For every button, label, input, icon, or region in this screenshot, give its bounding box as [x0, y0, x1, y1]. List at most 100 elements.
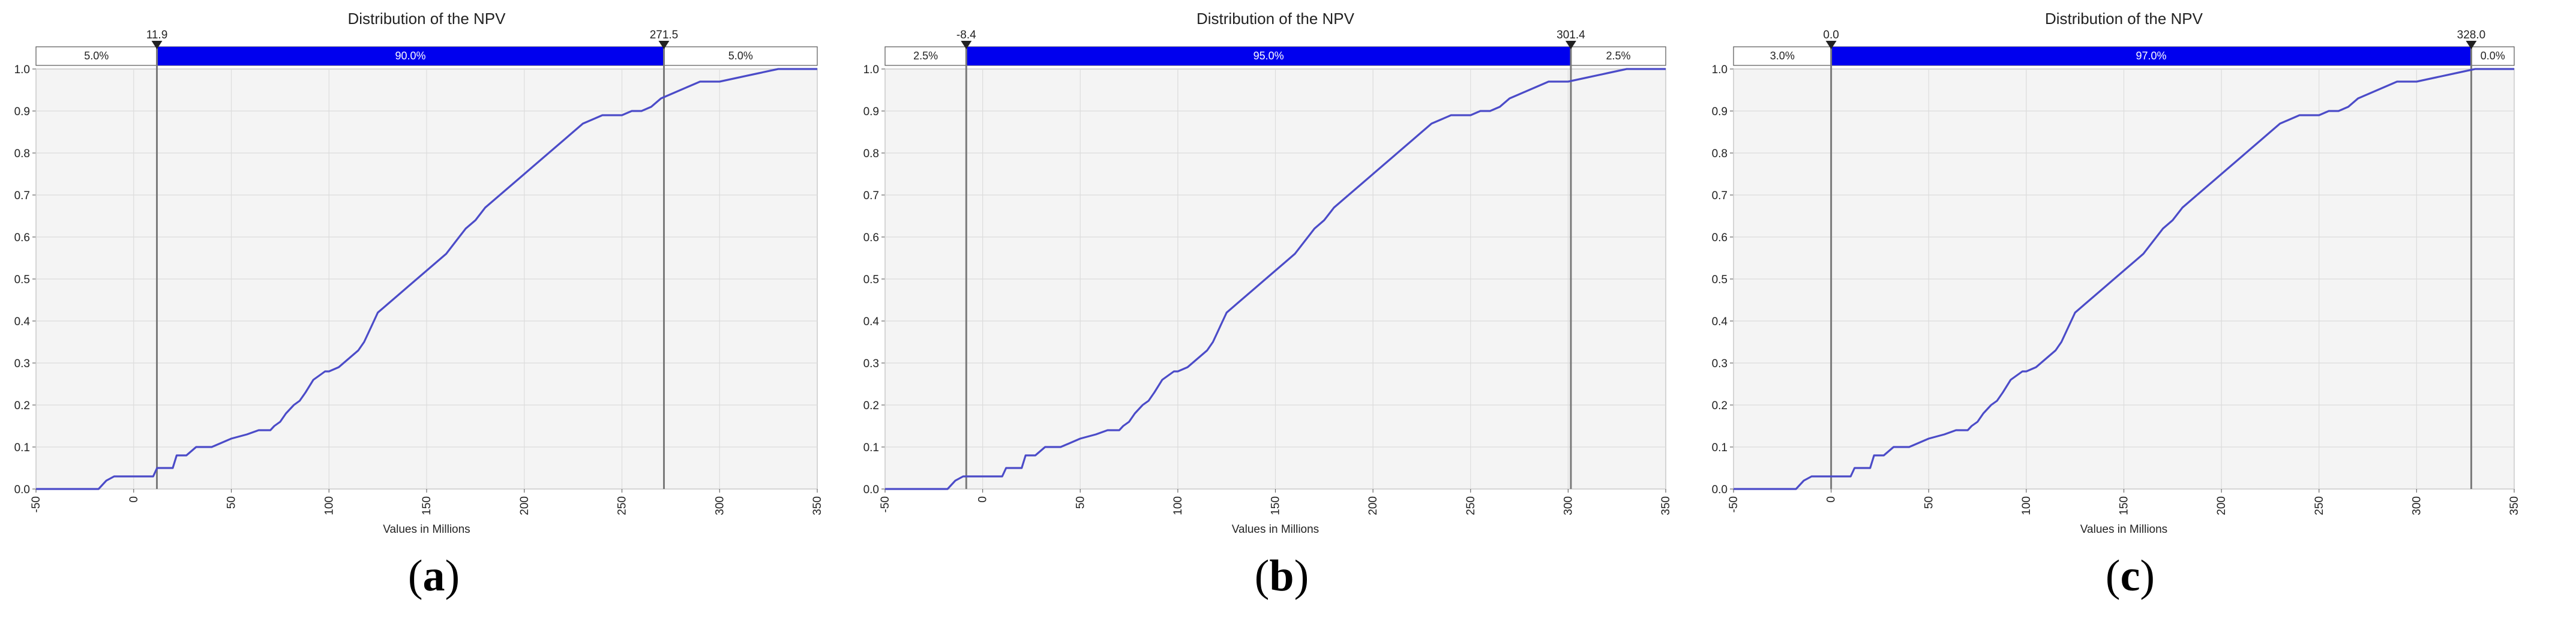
x-tick-label: 200 [518, 496, 531, 515]
y-tick-label: 0.3 [863, 358, 879, 370]
x-tick-label: 350 [2508, 496, 2521, 515]
marker-value-label: 301.4 [1557, 29, 1585, 41]
y-tick-label: 0.2 [863, 400, 879, 412]
x-tick-label: 0 [128, 496, 140, 503]
y-tick-label: 1.0 [14, 64, 30, 76]
chart-title: Distribution of the NPV [347, 10, 506, 28]
y-tick-label: 0.6 [863, 232, 879, 244]
x-tick-label: -50 [879, 496, 892, 512]
y-tick-label: 0.6 [1712, 232, 1728, 244]
caption-c-letter: c [2120, 551, 2140, 601]
x-tick-label: 150 [2118, 496, 2131, 515]
y-tick-label: 0.8 [1712, 148, 1728, 160]
y-tick-label: 0.9 [14, 106, 30, 118]
x-tick-label: 150 [1270, 496, 1282, 515]
x-tick-label: 100 [2020, 496, 2033, 515]
marker-handle [151, 41, 163, 49]
band-label-left: 3.0% [1770, 50, 1795, 62]
y-tick-label: 0.0 [863, 484, 879, 496]
x-tick-label: 100 [323, 496, 335, 515]
y-tick-label: 0.6 [14, 232, 30, 244]
marker-handle [1565, 41, 1576, 49]
band-label-middle: 90.0% [395, 50, 425, 62]
y-tick-label: 0.1 [14, 442, 30, 454]
percentile-band-middle [1831, 47, 2472, 65]
band-label-middle: 97.0% [2136, 50, 2167, 62]
y-tick-label: 0.8 [14, 148, 30, 160]
band-label-right: 0.0% [2481, 50, 2505, 62]
x-axis-label: Values in Millions [383, 523, 470, 536]
y-tick-label: 1.0 [1712, 64, 1728, 76]
chart-title: Distribution of the NPV [1196, 10, 1355, 28]
y-tick-label: 0.9 [863, 106, 879, 118]
y-tick-label: 0.0 [14, 484, 30, 496]
y-tick-label: 0.2 [14, 400, 30, 412]
y-tick-label: 0.4 [1712, 316, 1728, 328]
percentile-band-middle [157, 47, 664, 65]
x-tick-label: 350 [1660, 496, 1672, 515]
marker-value-label: -8.4 [956, 29, 976, 41]
cumulative-curve [885, 68, 1666, 490]
y-tick-label: 0.3 [14, 358, 30, 370]
y-tick-label: 1.0 [863, 64, 879, 76]
chart-panel-2: Distribution of the NPV 0.0 0.1 0.2 0.3 0.4 0.… [863, 10, 1672, 536]
marker-handle [658, 41, 670, 49]
x-tick-label: -50 [1728, 496, 1740, 512]
y-tick-label: 0.2 [1712, 400, 1728, 412]
x-axis-label: Values in Millions [1232, 523, 1319, 536]
marker-value-label: 328.0 [2457, 29, 2486, 41]
y-tick-label: 0.5 [863, 274, 879, 286]
caption-a-letter: a [422, 551, 445, 601]
caption-c: (c) [2105, 551, 2155, 601]
band-label-left: 5.0% [84, 50, 109, 62]
marker-value-label: 0.0 [1823, 29, 1839, 41]
chart-title: Distribution of the NPV [2045, 10, 2203, 28]
y-tick-label: 0.0 [1712, 484, 1728, 496]
y-tick-label: 0.1 [1712, 442, 1728, 454]
marker-value-label: 271.5 [650, 29, 679, 41]
x-tick-label: 300 [1562, 496, 1575, 515]
x-tick-label: 250 [616, 496, 629, 515]
percentile-band-middle [966, 47, 1571, 65]
cumulative-curve [36, 68, 817, 490]
x-tick-label: 100 [1172, 496, 1184, 515]
y-tick-label: 0.7 [863, 190, 879, 202]
x-tick-label: -50 [30, 496, 43, 512]
x-tick-label: 350 [811, 496, 824, 515]
y-tick-label: 0.1 [863, 442, 879, 454]
y-tick-label: 0.8 [863, 148, 879, 160]
x-tick-label: 50 [1923, 496, 1935, 509]
band-label-right: 2.5% [1606, 50, 1630, 62]
y-tick-label: 0.7 [1712, 190, 1728, 202]
chart-panel-1: Distribution of the NPV 0.0 0.1 0.2 0.3 0.4 0.… [14, 10, 824, 536]
x-axis-label: Values in Millions [2080, 523, 2167, 536]
y-tick-label: 0.5 [14, 274, 30, 286]
band-label-right: 5.0% [728, 50, 753, 62]
y-tick-label: 0.5 [1712, 274, 1728, 286]
y-tick-label: 0.3 [1712, 358, 1728, 370]
marker-value-label: 11.9 [146, 29, 168, 41]
x-tick-label: 300 [2410, 496, 2423, 515]
x-tick-label: 150 [421, 496, 433, 515]
x-tick-label: 50 [226, 496, 238, 509]
caption-a: (a) [407, 551, 460, 601]
marker-handle [1825, 41, 1837, 49]
x-tick-label: 0 [1825, 496, 1838, 503]
x-tick-label: 250 [2313, 496, 2326, 515]
y-tick-label: 0.7 [14, 190, 30, 202]
y-tick-label: 0.4 [863, 316, 880, 328]
caption-b: (b) [1254, 551, 1309, 601]
y-tick-label: 0.9 [1712, 106, 1728, 118]
band-label-middle: 95.0% [1253, 50, 1284, 62]
x-tick-label: 200 [1367, 496, 1380, 515]
band-label-left: 2.5% [913, 50, 938, 62]
x-tick-label: 50 [1074, 496, 1087, 509]
y-tick-label: 0.4 [14, 316, 31, 328]
marker-handle [961, 41, 972, 49]
cumulative-curve [1734, 68, 2514, 490]
x-tick-label: 0 [977, 496, 989, 503]
caption-b-letter: b [1269, 551, 1294, 601]
marker-handle [2466, 41, 2477, 49]
chart-panel-3: Distribution of the NPV 0.0 0.1 0.2 0.3 0.4 0.… [1712, 10, 2521, 536]
